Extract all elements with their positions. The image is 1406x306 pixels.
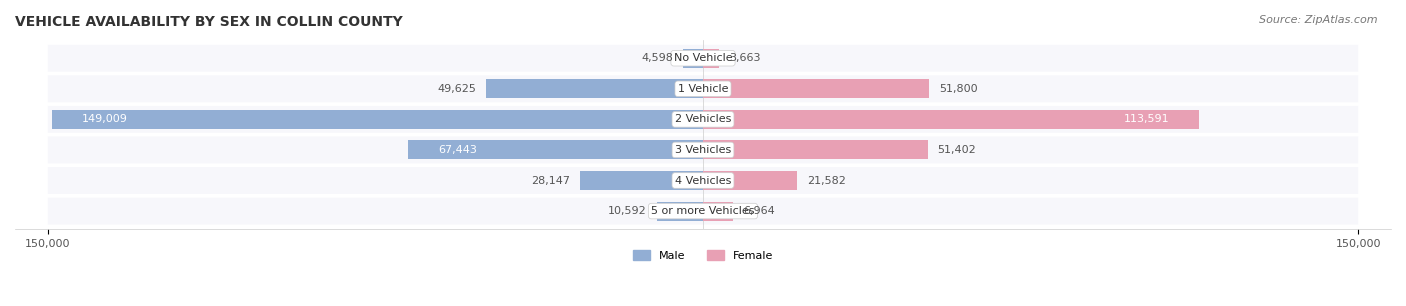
- Text: 28,147: 28,147: [531, 176, 571, 185]
- Text: 21,582: 21,582: [807, 176, 846, 185]
- Bar: [408, 140, 703, 159]
- Text: 3,663: 3,663: [728, 53, 761, 63]
- Text: 5 or more Vehicles: 5 or more Vehicles: [651, 206, 755, 216]
- Text: 4 Vehicles: 4 Vehicles: [675, 176, 731, 185]
- Bar: [657, 202, 703, 221]
- Text: 10,592: 10,592: [609, 206, 647, 216]
- Bar: [703, 49, 718, 68]
- Text: 1 Vehicle: 1 Vehicle: [678, 84, 728, 94]
- FancyBboxPatch shape: [48, 45, 1358, 72]
- Bar: [486, 79, 703, 98]
- FancyBboxPatch shape: [48, 136, 1358, 163]
- Text: VEHICLE AVAILABILITY BY SEX IN COLLIN COUNTY: VEHICLE AVAILABILITY BY SEX IN COLLIN CO…: [15, 15, 402, 29]
- Bar: [703, 202, 734, 221]
- Bar: [581, 171, 703, 190]
- Bar: [703, 79, 929, 98]
- Text: No Vehicle: No Vehicle: [673, 53, 733, 63]
- Bar: [683, 49, 703, 68]
- Text: Source: ZipAtlas.com: Source: ZipAtlas.com: [1260, 15, 1378, 25]
- Bar: [703, 110, 1199, 129]
- FancyBboxPatch shape: [48, 198, 1358, 225]
- FancyBboxPatch shape: [48, 75, 1358, 102]
- Bar: [52, 110, 703, 129]
- Legend: Male, Female: Male, Female: [628, 246, 778, 266]
- Text: 3 Vehicles: 3 Vehicles: [675, 145, 731, 155]
- Text: 113,591: 113,591: [1123, 114, 1170, 124]
- Bar: [703, 171, 797, 190]
- Text: 49,625: 49,625: [437, 84, 477, 94]
- Text: 6,964: 6,964: [744, 206, 775, 216]
- Text: 2 Vehicles: 2 Vehicles: [675, 114, 731, 124]
- Text: 4,598: 4,598: [641, 53, 673, 63]
- Text: 149,009: 149,009: [82, 114, 128, 124]
- Text: 51,402: 51,402: [938, 145, 976, 155]
- FancyBboxPatch shape: [48, 106, 1358, 133]
- Bar: [703, 140, 928, 159]
- FancyBboxPatch shape: [48, 167, 1358, 194]
- Text: 51,800: 51,800: [939, 84, 977, 94]
- Text: 67,443: 67,443: [437, 145, 477, 155]
